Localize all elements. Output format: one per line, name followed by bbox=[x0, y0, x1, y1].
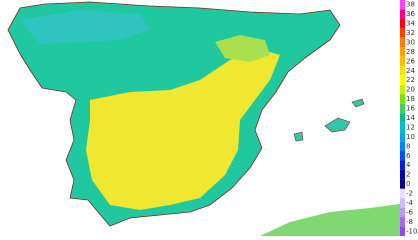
legend-label: 36 bbox=[406, 10, 415, 18]
legend-label: 0 bbox=[406, 180, 410, 188]
legend-swatch bbox=[400, 0, 405, 10]
legend-swatch bbox=[400, 84, 405, 95]
legend-label: -8 bbox=[406, 218, 413, 226]
legend-label: -6 bbox=[406, 208, 414, 216]
north-africa bbox=[260, 204, 400, 236]
north-coast bbox=[20, 10, 150, 44]
legend-swatch bbox=[400, 75, 405, 85]
legend-swatch bbox=[400, 217, 405, 227]
legend-label: 4 bbox=[406, 161, 411, 169]
legend-swatch bbox=[400, 179, 405, 189]
legend-swatch bbox=[400, 151, 405, 161]
legend-swatch bbox=[400, 113, 405, 123]
legend-swatch bbox=[400, 207, 405, 218]
legend-swatch bbox=[400, 198, 405, 208]
legend-swatch bbox=[400, 18, 405, 29]
legend-label: 26 bbox=[406, 57, 415, 65]
legend-label: 8 bbox=[406, 142, 410, 150]
legend-swatch bbox=[400, 169, 405, 180]
legend-label: 18 bbox=[406, 95, 415, 103]
menorca bbox=[351, 98, 365, 108]
warm-interior bbox=[86, 48, 280, 210]
legend-label: 10 bbox=[406, 133, 415, 141]
legend-swatch bbox=[400, 28, 405, 38]
legend-swatch bbox=[400, 56, 405, 67]
legend-swatch bbox=[400, 141, 405, 152]
legend-label: -2 bbox=[406, 190, 413, 198]
legend-label: -10 bbox=[406, 227, 417, 235]
mallorca bbox=[324, 117, 351, 133]
legend-label: 6 bbox=[406, 152, 411, 160]
legend-swatch bbox=[400, 103, 405, 114]
legend-label: 22 bbox=[406, 76, 415, 84]
ibiza bbox=[293, 131, 304, 142]
legend-swatch bbox=[400, 66, 405, 76]
legend-swatch bbox=[400, 122, 405, 133]
legend: 38363432302826242220181614121086420-2-4-… bbox=[400, 0, 417, 236]
legend-swatch bbox=[400, 47, 405, 57]
legend-label: -4 bbox=[406, 199, 414, 207]
ebro-valley bbox=[215, 35, 270, 62]
legend-swatch bbox=[400, 188, 405, 199]
legend-label: 14 bbox=[406, 114, 415, 122]
legend-swatch bbox=[400, 160, 405, 170]
legend-label: 32 bbox=[406, 29, 415, 37]
legend-swatch bbox=[400, 37, 405, 48]
legend-label: 38 bbox=[406, 1, 415, 9]
legend-label: 2 bbox=[406, 171, 410, 179]
legend-label: 12 bbox=[406, 123, 415, 131]
legend-swatch bbox=[400, 226, 405, 236]
legend-label: 24 bbox=[406, 67, 415, 75]
legend-label: 16 bbox=[406, 105, 415, 113]
legend-label: 30 bbox=[406, 38, 415, 46]
legend-label: 34 bbox=[406, 20, 415, 28]
legend-swatch bbox=[400, 9, 405, 19]
legend-swatch bbox=[400, 132, 405, 142]
legend-label: 20 bbox=[406, 86, 415, 94]
legend-swatch bbox=[400, 94, 405, 104]
legend-label: 28 bbox=[406, 48, 415, 56]
